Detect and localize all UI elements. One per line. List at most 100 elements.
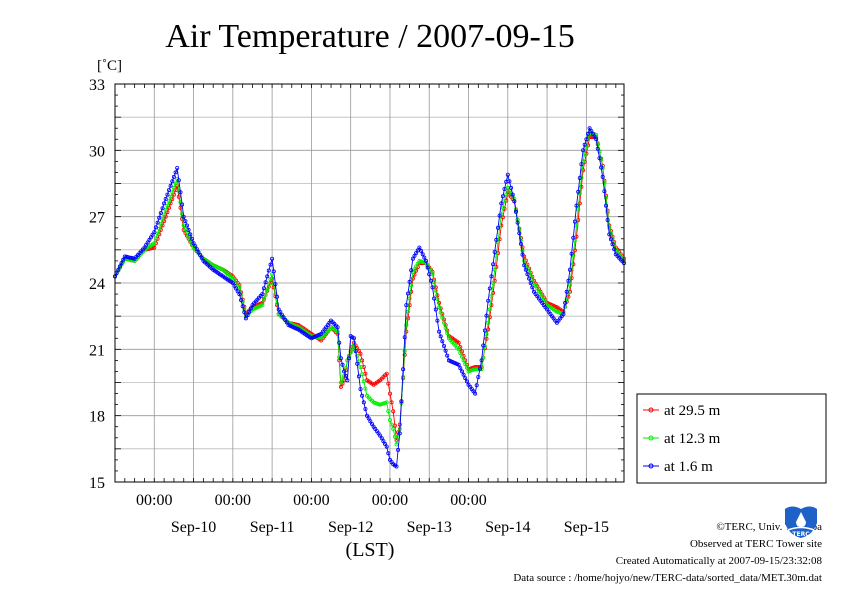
data-point [582, 152, 587, 157]
data-point [419, 248, 424, 253]
data-point [427, 272, 432, 277]
y-tick-label: 24 [89, 276, 105, 293]
data-point [378, 433, 383, 438]
data-point [356, 374, 361, 379]
data-point [184, 223, 189, 228]
data-point [176, 194, 181, 199]
data-point [491, 262, 496, 267]
data-point [170, 179, 175, 184]
data-point [165, 192, 170, 197]
data-point [612, 247, 617, 252]
data-point [410, 276, 415, 281]
data-point [268, 277, 273, 282]
data-point [441, 343, 446, 348]
data-point [595, 141, 600, 146]
data-point [417, 245, 422, 250]
data-point [581, 148, 586, 153]
data-point [437, 305, 442, 310]
data-point [166, 188, 171, 193]
data-point [343, 366, 348, 371]
data-point [340, 362, 345, 367]
data-point [391, 409, 396, 414]
data-point [410, 256, 415, 261]
data-point [415, 261, 420, 266]
data-point [243, 316, 248, 321]
x-tick-labels: 00:00 00:00 00:00 00:00 00:00 Sep-10 Sep-11 Sep… [136, 492, 609, 536]
data-point [512, 199, 517, 204]
data-point [353, 348, 358, 353]
data-point [579, 184, 584, 189]
data-point [363, 406, 368, 411]
data-point [247, 309, 252, 314]
data-point [414, 251, 419, 256]
data-point [528, 273, 533, 278]
data-point [373, 400, 378, 405]
data-point [438, 310, 443, 315]
data-point [489, 303, 494, 308]
data-point [586, 131, 591, 136]
data-point [181, 214, 186, 219]
data-point [566, 294, 571, 299]
data-point [432, 280, 437, 285]
data-point [358, 364, 363, 369]
data-point [198, 252, 203, 257]
data-point [378, 402, 383, 407]
data-point [116, 267, 121, 272]
data-point [527, 276, 532, 281]
data-point [435, 318, 440, 323]
data-point [270, 256, 275, 261]
data-point [409, 289, 414, 294]
data-point [459, 369, 464, 374]
data-point [425, 265, 430, 270]
series-lines [113, 126, 627, 469]
data-point [343, 373, 348, 378]
data-point [514, 209, 519, 214]
x-date-label: Sep-10 [171, 519, 216, 536]
data-point [487, 315, 492, 320]
data-point [364, 413, 369, 418]
data-point [484, 313, 489, 318]
data-point [168, 194, 173, 199]
data-point [242, 310, 247, 315]
data-point [274, 301, 279, 306]
y-tick-label: 21 [89, 342, 105, 359]
x-date-label: Sep-13 [407, 519, 452, 536]
data-point [345, 378, 350, 383]
data-point [479, 358, 484, 363]
data-point [386, 381, 391, 386]
data-point [386, 409, 391, 414]
data-point [433, 307, 438, 312]
data-point [458, 366, 463, 371]
data-point [360, 372, 365, 377]
data-point [173, 181, 178, 186]
data-point [346, 356, 351, 361]
data-point [335, 325, 340, 330]
data-point [163, 196, 168, 201]
data-point [404, 303, 409, 308]
data-point [260, 292, 265, 297]
data-point [363, 386, 368, 391]
logo-text: TERC [792, 531, 810, 538]
data-point [486, 320, 491, 325]
data-point [577, 175, 582, 180]
data-point [397, 431, 402, 436]
data-point [153, 236, 158, 241]
data-point [235, 289, 240, 294]
data-point [602, 189, 607, 194]
data-point [351, 342, 356, 347]
data-point [170, 190, 175, 195]
data-point [459, 354, 464, 359]
data-point [466, 369, 471, 374]
data-point [517, 231, 522, 236]
data-point [338, 380, 343, 385]
data-point [489, 294, 494, 299]
data-point [152, 230, 157, 235]
data-point [597, 156, 602, 161]
data-point [461, 358, 466, 363]
data-point [538, 292, 543, 297]
data-point [160, 217, 165, 222]
data-point [338, 384, 343, 389]
data-point [440, 315, 445, 320]
data-point [608, 237, 613, 242]
